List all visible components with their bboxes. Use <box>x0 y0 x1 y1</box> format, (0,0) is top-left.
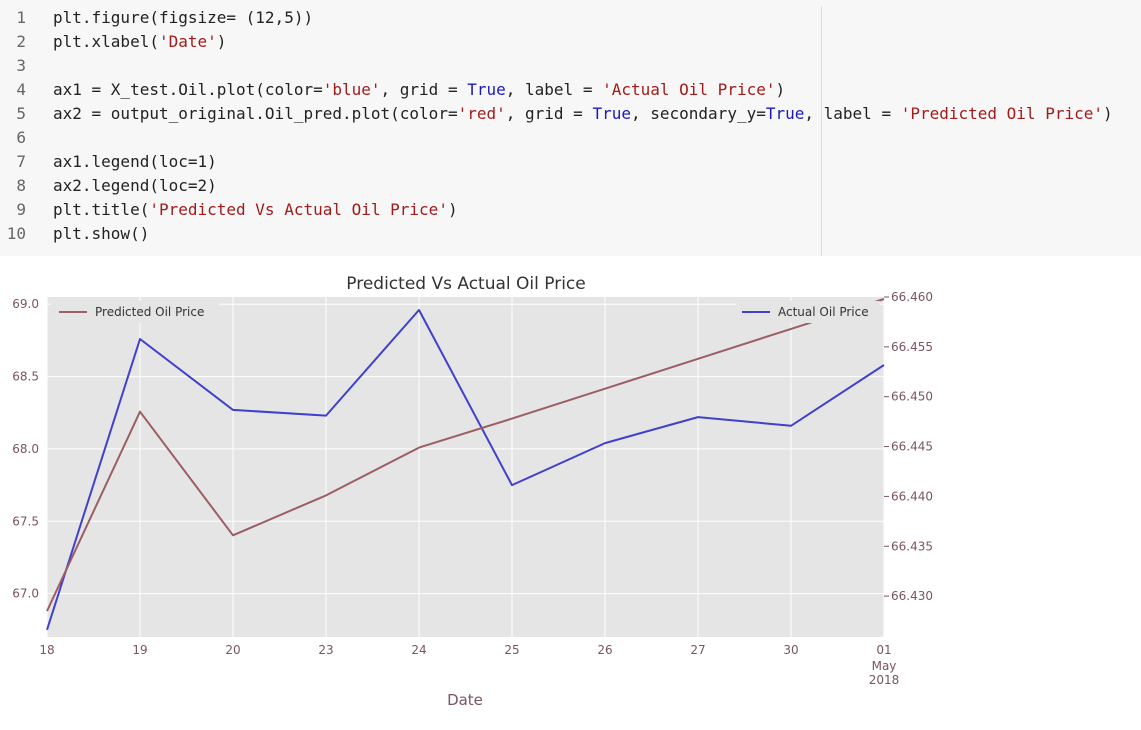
x-tick-label: 01 <box>876 643 891 657</box>
series-lines <box>46 298 885 631</box>
code-text: ax2 = output_original.Oil_pred.plot(colo… <box>53 102 1113 126</box>
code-token: ax1 = X_test.Oil.plot(color= <box>53 80 323 99</box>
code-token: , secondary_y= <box>630 104 766 123</box>
code-string: 'Predicted Vs Actual Oil Price' <box>149 200 448 219</box>
code-token: plt.title( <box>53 200 150 219</box>
code-token: ax2 = output_original.Oil_pred.plot(colo… <box>53 104 458 123</box>
y-right-tick-label: 66.460 <box>891 290 933 304</box>
x-tick-label: 20 <box>225 643 240 657</box>
code-text: plt.title('Predicted Vs Actual Oil Price… <box>53 198 458 222</box>
actual-oil-price-line <box>46 309 885 631</box>
x-axis-label: Date <box>447 691 483 709</box>
y-left-tick-label: 67.5 <box>12 514 39 528</box>
y-left-tick-label: 68.5 <box>12 370 39 384</box>
axes: 67.0 67.5 68.0 68.5 69.0 18 19 20 23 24 25 26 27 30 01… <box>12 290 933 687</box>
y-left-tick-label: 69.0 <box>12 297 39 311</box>
x-tick-label: 19 <box>132 643 147 657</box>
y-right-tick-label: 66.430 <box>891 589 933 603</box>
code-token: ) <box>216 32 227 51</box>
x-tick-label: 24 <box>411 643 426 657</box>
line-number: 3 <box>16 56 26 75</box>
code-string: 'Predicted Oil Price' <box>900 104 1103 123</box>
code-token: , label = <box>505 80 603 99</box>
x-tick-label: 27 <box>690 643 705 657</box>
y-right-tick-label: 66.445 <box>891 440 933 454</box>
code-token: , label = <box>804 104 901 123</box>
y-right-tick-label: 66.450 <box>891 390 933 404</box>
line-number: 5 <box>16 104 26 123</box>
line-number: 10 <box>6 224 26 243</box>
y-right-tick-label: 66.440 <box>891 489 933 503</box>
code-token: plt.figure(figsize= (12,5)) <box>53 8 314 27</box>
code-token: ax2.legend(loc=2) <box>53 176 217 195</box>
x-tick-label: 26 <box>597 643 612 657</box>
code-keyword: True <box>765 104 805 123</box>
line-number: 7 <box>16 152 26 171</box>
code-keyword: True <box>467 80 506 99</box>
y-left-tick-label: 67.0 <box>12 587 39 601</box>
line-number: 2 <box>16 32 26 51</box>
x-tick-label: 23 <box>318 643 333 657</box>
code-text: plt.show() <box>53 222 149 246</box>
legend-box <box>736 301 880 323</box>
code-string: 'Actual Oil Price' <box>602 80 776 99</box>
legend-label: Predicted Oil Price <box>95 305 204 319</box>
line-number: 6 <box>16 128 26 147</box>
line-number: 4 <box>16 80 26 99</box>
code-token: ax1.legend(loc=1) <box>53 152 217 171</box>
x-tick-sublabel: May <box>872 659 897 673</box>
line-number: 8 <box>16 176 26 195</box>
code-keyword: True <box>592 104 631 123</box>
y-right-tick-label: 66.435 <box>891 539 933 553</box>
plot-area <box>47 297 884 637</box>
line-number: 9 <box>16 200 26 219</box>
code-cell[interactable]: 1 plt.figure(figsize= (12,5)) 2 plt.xlabel(… <box>0 0 1141 256</box>
code-text: plt.figure(figsize= (12,5)) <box>53 6 313 30</box>
ruler-line <box>821 6 822 256</box>
line-number: 1 <box>16 8 26 27</box>
code-text: ax1 = X_test.Oil.plot(color='blue', grid… <box>53 78 785 102</box>
legend-box <box>51 301 219 323</box>
code-text: ax2.legend(loc=2) <box>53 174 217 198</box>
legends: Predicted Oil Price Actual Oil Price <box>51 301 880 323</box>
code-text: ax1.legend(loc=1) <box>53 150 217 174</box>
code-text: plt.xlabel('Date') <box>53 30 226 54</box>
chart-title: Predicted Vs Actual Oil Price <box>346 274 585 294</box>
output-chart: 67.0 67.5 68.0 68.5 69.0 18 19 20 23 24 25 26 27 30 01… <box>12 274 933 709</box>
code-string: 'blue' <box>322 80 381 99</box>
y-right-tick-label: 66.455 <box>891 340 933 354</box>
code-token: , grid = <box>505 104 593 123</box>
x-tick-label: 25 <box>504 643 519 657</box>
code-token: ) <box>775 80 786 99</box>
code-token: plt.xlabel( <box>53 32 159 51</box>
code-string: 'Date' <box>158 32 217 51</box>
code-token: ) <box>447 200 458 219</box>
y-left-tick-label: 68.0 <box>12 442 39 456</box>
code-string: 'red' <box>457 104 506 123</box>
legend-label: Actual Oil Price <box>778 305 869 319</box>
x-tick-sublabel: 2018 <box>869 673 900 687</box>
code-token: plt.show() <box>53 224 150 243</box>
code-token: ) <box>1103 104 1113 123</box>
x-tick-label: 18 <box>39 643 54 657</box>
code-token: , grid = <box>380 80 468 99</box>
predicted-oil-price-line <box>46 298 885 612</box>
x-tick-label: 30 <box>783 643 798 657</box>
